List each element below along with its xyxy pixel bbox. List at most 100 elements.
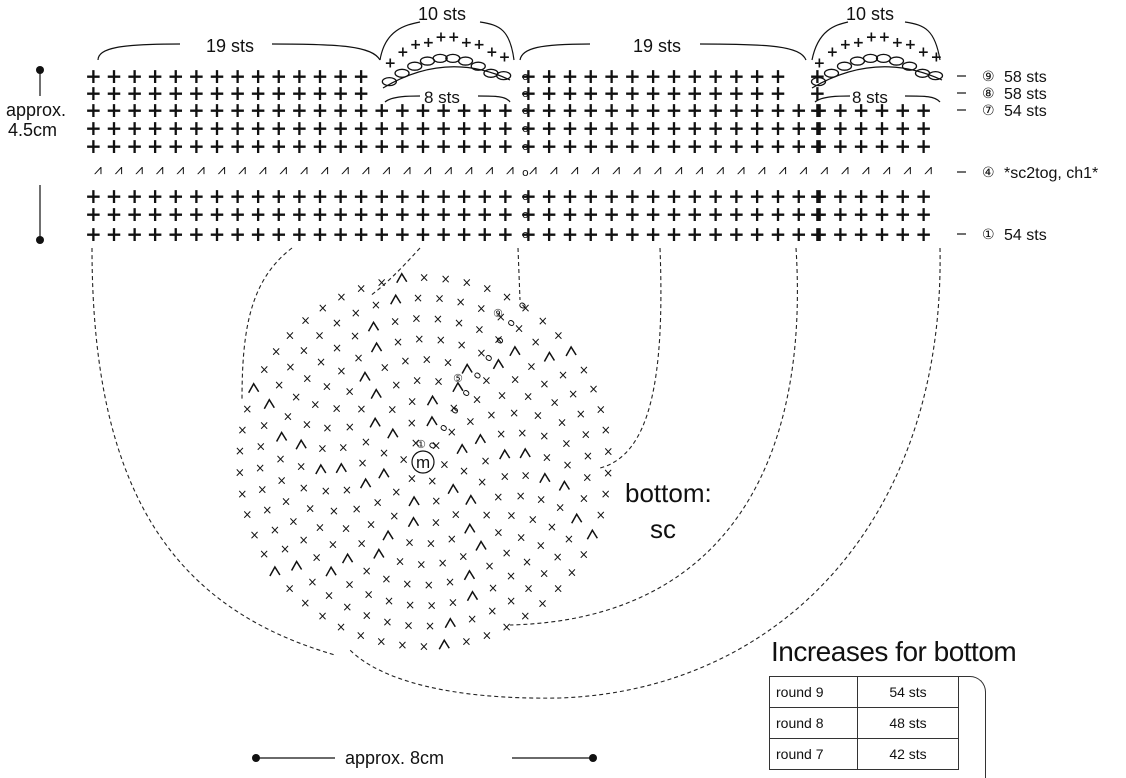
sc-stitch: × bbox=[399, 453, 409, 467]
sc-stitch: × bbox=[467, 612, 477, 626]
sc-stitch: × bbox=[596, 402, 606, 416]
sc2tog-stitch: ⩘ bbox=[695, 162, 703, 178]
sc-stitch: + bbox=[353, 222, 370, 246]
chain-stitch bbox=[446, 54, 460, 62]
sc-stitch: × bbox=[336, 620, 346, 634]
sc2tog-stitch: ⩘ bbox=[550, 162, 558, 178]
height-label-line1: approx. bbox=[6, 100, 66, 120]
sc-stitch: + bbox=[461, 35, 473, 51]
row-number: ① bbox=[982, 227, 995, 243]
sc-stitch: + bbox=[624, 134, 641, 158]
sc-stitch: × bbox=[402, 577, 412, 591]
sc-stitch: + bbox=[666, 222, 683, 246]
sc-stitch: × bbox=[316, 355, 326, 369]
inc-stitch bbox=[316, 465, 326, 474]
sc2tog-stitch: ⩘ bbox=[94, 162, 102, 178]
chain-stitch: ο bbox=[481, 351, 496, 364]
sc-stitch: × bbox=[462, 276, 472, 290]
sc2tog-stitch: ⩘ bbox=[403, 162, 411, 178]
sc-stitch: + bbox=[312, 134, 329, 158]
sc-stitch: + bbox=[853, 35, 865, 51]
sc-stitch: + bbox=[853, 222, 870, 246]
sc2tog-stitch: ⩘ bbox=[300, 162, 308, 178]
sc-stitch: × bbox=[539, 377, 549, 391]
sc-stitch: × bbox=[480, 454, 490, 468]
sc-stitch: × bbox=[362, 609, 372, 623]
sc-stitch: × bbox=[458, 550, 468, 564]
inc-stitch bbox=[465, 524, 475, 533]
sc-stitch: × bbox=[567, 565, 577, 579]
sts-cell: 54 sts bbox=[858, 677, 959, 708]
sc-stitch: × bbox=[579, 492, 589, 506]
sc-stitch: + bbox=[582, 134, 599, 158]
sc-stitch: + bbox=[840, 37, 852, 53]
sc-stitch: × bbox=[237, 423, 247, 437]
sc-stitch: × bbox=[332, 316, 342, 330]
sc-stitch: × bbox=[235, 444, 245, 458]
sts-cell: 42 sts bbox=[858, 739, 959, 770]
sc-stitch: × bbox=[427, 598, 437, 612]
sc-stitch: + bbox=[827, 44, 839, 60]
sc-stitch: + bbox=[918, 44, 930, 60]
sc-stitch: + bbox=[814, 56, 826, 72]
sc-stitch: × bbox=[342, 600, 352, 614]
height-label-line2: 4.5cm bbox=[8, 120, 57, 140]
sc-stitch: × bbox=[371, 298, 381, 312]
inc-stitch bbox=[370, 418, 380, 427]
sc-stitch: × bbox=[576, 407, 586, 421]
sc-stitch: × bbox=[318, 301, 328, 315]
sc-stitch: × bbox=[405, 598, 415, 612]
sc-stitch: + bbox=[147, 222, 164, 246]
sc2tog-stitch: ⩘ bbox=[238, 162, 246, 178]
sc2tog-stitch: ⩘ bbox=[903, 162, 911, 178]
sc-stitch: × bbox=[412, 373, 422, 387]
sc-stitch: + bbox=[448, 29, 460, 45]
inc-stitch bbox=[388, 429, 398, 438]
sc-stitch: × bbox=[356, 282, 366, 296]
row-label-text: 54 sts bbox=[1004, 227, 1047, 244]
sc-stitch: × bbox=[533, 409, 543, 423]
sc-stitch: × bbox=[332, 341, 342, 355]
sc-stitch: × bbox=[601, 487, 611, 501]
sc-stitch: × bbox=[285, 328, 295, 342]
sc-stitch: × bbox=[447, 532, 457, 546]
chain-stitch bbox=[838, 62, 852, 70]
sc-stitch: × bbox=[561, 437, 571, 451]
sc-stitch: × bbox=[341, 522, 351, 536]
sc-stitch: × bbox=[299, 533, 309, 547]
table-row: round 7 42 sts bbox=[770, 739, 959, 770]
inc-stitch bbox=[572, 514, 582, 523]
sc-stitch: × bbox=[336, 290, 346, 304]
inc-stitch bbox=[371, 390, 381, 399]
sc-stitch: × bbox=[497, 388, 507, 402]
sc-stitch: × bbox=[407, 395, 417, 409]
sc-stitch: × bbox=[280, 542, 290, 556]
sc-stitch: × bbox=[419, 639, 429, 653]
sc-stitch: + bbox=[332, 134, 349, 158]
sc2tog-stitch: ⩘ bbox=[506, 162, 514, 178]
inc-stitch bbox=[277, 432, 287, 441]
sc-stitch: × bbox=[472, 392, 482, 406]
sc2tog-stitch: ⩘ bbox=[883, 162, 891, 178]
sc-stitch: × bbox=[482, 508, 492, 522]
sc2tog-stitch: ⩘ bbox=[176, 162, 184, 178]
sc-stitch: + bbox=[603, 222, 620, 246]
inc-stitch bbox=[476, 541, 486, 550]
round-cell: round 9 bbox=[770, 677, 858, 708]
sc-stitch: + bbox=[476, 134, 493, 158]
chain-stitch bbox=[864, 54, 878, 62]
sc-stitch: × bbox=[482, 628, 492, 642]
inc-stitch bbox=[374, 550, 384, 559]
inc-stitch bbox=[439, 640, 449, 649]
sc-stitch: × bbox=[345, 384, 355, 398]
sc-stitch: × bbox=[291, 390, 301, 404]
sc-stitch: + bbox=[497, 134, 514, 158]
sc-stitch: × bbox=[520, 609, 530, 623]
sc2tog-stitch: ⩘ bbox=[633, 162, 641, 178]
sc-stitch: + bbox=[422, 35, 434, 51]
sc-stitch: × bbox=[448, 596, 458, 610]
sc-stitch: × bbox=[315, 521, 325, 535]
sc2tog-stitch: ⩘ bbox=[362, 162, 370, 178]
sc-stitch: + bbox=[866, 29, 878, 45]
table-row: round 9 54 sts bbox=[770, 677, 959, 708]
